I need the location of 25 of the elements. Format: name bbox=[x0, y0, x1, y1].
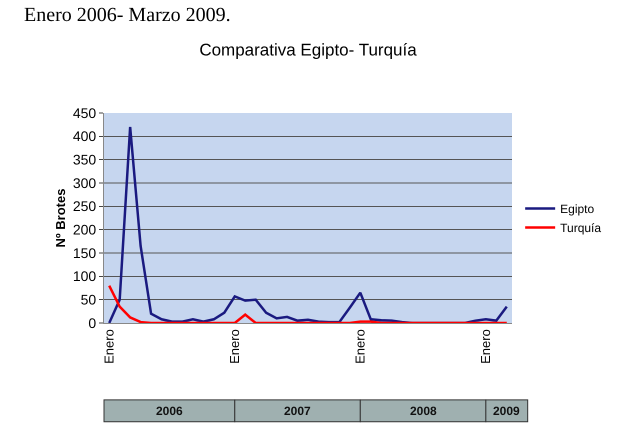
x-tick-label: Enero bbox=[101, 329, 116, 364]
y-tick-label: 150 bbox=[72, 244, 96, 261]
y-tick-label: 200 bbox=[72, 222, 96, 238]
chart-title: Comparativa Egipto- Turquía bbox=[199, 40, 418, 60]
legend-label: Turquía bbox=[560, 221, 602, 236]
line-series bbox=[108, 284, 508, 323]
x-tick-label: Enero bbox=[478, 329, 494, 364]
y-tick-label: 300 bbox=[72, 174, 96, 191]
y-tick-label: 250 bbox=[72, 198, 96, 214]
text: 2008 bbox=[410, 404, 438, 418]
text: Enero 2006- Marzo 2009. bbox=[24, 4, 231, 26]
text: 2009 bbox=[493, 404, 520, 418]
text: 2006 bbox=[156, 404, 184, 418]
text: 2007 bbox=[284, 404, 312, 418]
y-tick-label: 100 bbox=[72, 268, 96, 284]
y-axis-title: Nº Brotes bbox=[52, 188, 68, 248]
y-tick-label: 50 bbox=[80, 292, 96, 308]
legend-label: Egipto bbox=[560, 202, 595, 216]
y-tick-label: 0 bbox=[88, 314, 96, 331]
y-tick-label: 450 bbox=[72, 104, 96, 121]
line-series bbox=[108, 126, 508, 323]
y-tick-label: 350 bbox=[72, 152, 96, 168]
x-tick-label: Enero bbox=[226, 329, 242, 364]
y-tick-label: 400 bbox=[72, 128, 96, 144]
x-tick-label: Enero bbox=[352, 329, 368, 364]
